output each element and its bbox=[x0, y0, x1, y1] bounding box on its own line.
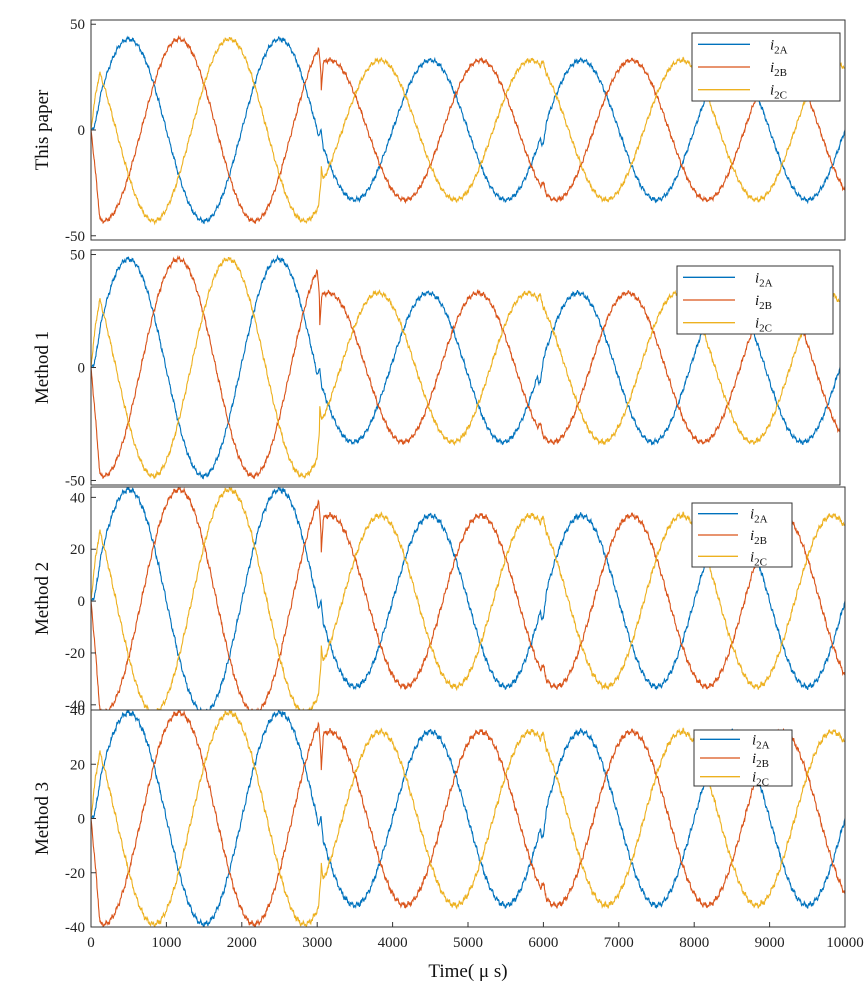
y-tick-label: 40 bbox=[70, 703, 85, 719]
y-tick-label: 20 bbox=[70, 542, 85, 558]
x-tick-label: 5000 bbox=[453, 935, 483, 951]
series-line-i2B bbox=[91, 710, 845, 927]
x-tick-label: 6000 bbox=[528, 935, 558, 951]
x-axis-label: Time( μ s) bbox=[428, 961, 507, 982]
y-tick-label: 0 bbox=[78, 123, 86, 139]
y-tick-label: -40 bbox=[65, 698, 85, 714]
y-tick-label: -50 bbox=[65, 229, 85, 245]
y-tick-label: 0 bbox=[78, 361, 86, 377]
legend-entry-i2C: i2C bbox=[752, 770, 769, 789]
panel-2: 50 0 -50 Method 1 i2A i2B i2C bbox=[32, 248, 841, 489]
y-tick-label: 50 bbox=[70, 248, 85, 264]
y-tick-label: 0 bbox=[78, 594, 86, 610]
series-line-i2C bbox=[91, 256, 840, 480]
x-tick-label: 10000 bbox=[826, 935, 864, 951]
legend-entry-i2A: i2A bbox=[750, 507, 768, 526]
y-tick-label: 0 bbox=[78, 812, 86, 828]
series-line-i2B bbox=[91, 34, 845, 225]
y-tick-label: 20 bbox=[70, 757, 85, 773]
legend-entry-i2A: i2A bbox=[770, 37, 788, 56]
y-tick-label: -50 bbox=[65, 473, 85, 489]
y-tick-label: -20 bbox=[65, 646, 85, 662]
x-tick-label: 9000 bbox=[755, 935, 785, 951]
legend-entry-i2C: i2C bbox=[770, 83, 787, 102]
legend-entry-i2B: i2B bbox=[770, 60, 787, 79]
legend-entry-i2B: i2B bbox=[750, 528, 767, 547]
legend: i2A i2B i2C bbox=[691, 502, 793, 568]
panel-1: 50 0 -50 This paper i2A i2B i2C bbox=[32, 17, 846, 245]
y-axis-label: Method 2 bbox=[32, 562, 53, 635]
series-line-i2B bbox=[91, 254, 840, 480]
x-tick-label: 7000 bbox=[604, 935, 634, 951]
x-tick-label: 1000 bbox=[151, 935, 181, 951]
series-line-i2C bbox=[91, 710, 845, 927]
series-line-i2C bbox=[91, 36, 845, 226]
y-tick-label: -20 bbox=[65, 866, 85, 882]
x-tick-label: 2000 bbox=[227, 935, 257, 951]
panel-3: 40 20 0 -20 -40 Method 2 i2A i2B i2C bbox=[32, 486, 846, 714]
series-line-i2B bbox=[91, 487, 845, 710]
legend-entry-i2C: i2C bbox=[750, 549, 767, 568]
y-tick-label: 50 bbox=[70, 17, 85, 33]
x-tick-label: 0 bbox=[87, 935, 95, 951]
y-axis-label: Method 1 bbox=[32, 331, 53, 404]
legend: i2A i2B i2C bbox=[676, 265, 834, 335]
x-tick-label: 3000 bbox=[302, 935, 332, 951]
legend-entry-i2B: i2B bbox=[752, 751, 769, 770]
y-tick-label: 40 bbox=[70, 490, 85, 506]
series-line-i2C bbox=[91, 487, 845, 710]
y-tick-label: -40 bbox=[65, 920, 85, 936]
y-axis-label: Method 3 bbox=[32, 782, 53, 855]
x-tick-label: 8000 bbox=[679, 935, 709, 951]
legend: i2A i2B i2C bbox=[691, 32, 841, 102]
legend-entry-i2A: i2A bbox=[755, 270, 773, 289]
y-axis-label: This paper bbox=[32, 89, 53, 170]
x-tick-label: 4000 bbox=[378, 935, 408, 951]
legend-entry-i2A: i2A bbox=[752, 732, 770, 751]
legend-entry-i2C: i2C bbox=[755, 316, 772, 335]
legend-entry-i2B: i2B bbox=[755, 293, 772, 312]
